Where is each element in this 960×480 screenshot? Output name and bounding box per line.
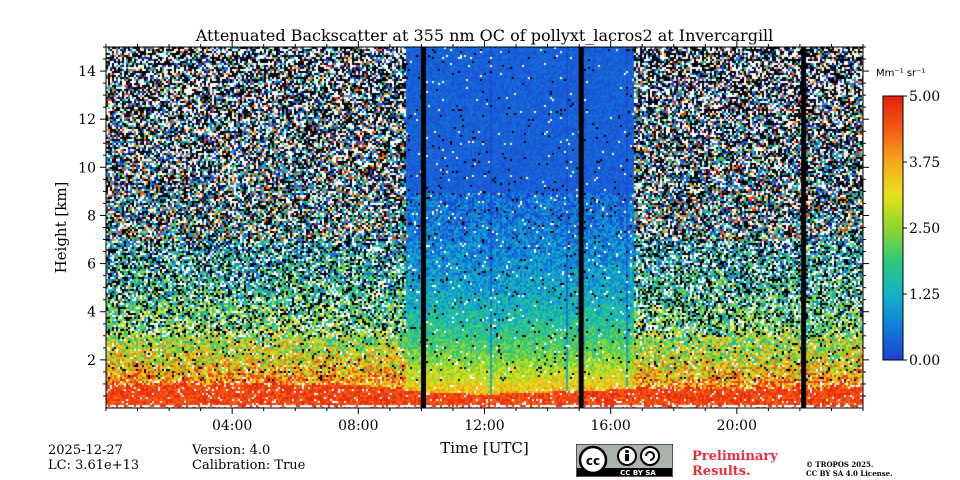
- colorbar-tick-label: 5.00: [909, 89, 940, 105]
- colorbar: 0.00 1.25 2.50 3.75 5.00 Mm⁻¹ sr⁻¹: [876, 68, 940, 369]
- axes: Attenuated Backscatter at 355 nm OC of p…: [52, 26, 869, 457]
- cc-by-sa-icon: cc CC BY SA: [576, 444, 673, 477]
- x-tick-label: 16:00: [590, 418, 630, 434]
- x-tick-label: 12:00: [464, 418, 504, 434]
- x-tick-label: 04:00: [212, 418, 252, 434]
- y-tick-label: 4: [87, 305, 96, 321]
- colorbar-tick-label: 2.50: [909, 221, 940, 237]
- colorbar-tick-label: 3.75: [909, 155, 940, 171]
- colorbar-bar: [882, 95, 904, 361]
- license-badge-text: CC BY SA: [620, 469, 656, 477]
- colorbar-tick-label: 1.25: [909, 287, 940, 303]
- y-tick-label: 12: [78, 112, 96, 128]
- heatmap-image: [106, 47, 863, 408]
- copyright-line2: CC BY SA 4.0 License.: [806, 469, 893, 478]
- svg-text:cc: cc: [586, 454, 600, 468]
- preliminary-line2: Results.: [692, 464, 751, 479]
- calibration-label: Calibration: True: [192, 458, 306, 473]
- preliminary-notice: Preliminary Results.: [692, 449, 778, 479]
- x-axis-label: Time [UTC]: [440, 439, 529, 457]
- y-axis-label: Height [km]: [52, 182, 70, 274]
- x-tick-label: 20:00: [717, 418, 757, 434]
- plot-area: [106, 47, 863, 408]
- y-tick-label: 2: [87, 353, 96, 369]
- y-tick-label: 8: [87, 208, 96, 224]
- y-tick-label: 6: [87, 257, 96, 273]
- colorbar-unit-label: Mm⁻¹ sr⁻¹: [876, 68, 925, 79]
- date-label: 2025-12-27: [48, 443, 123, 458]
- y-tick-label: 10: [78, 160, 96, 176]
- version-label: Version: 4.0: [192, 443, 271, 458]
- copyright-notice: © TROPOS 2025. CC BY SA 4.0 License.: [806, 460, 893, 478]
- lidar-constant-label: LC: 3.61e+13: [48, 458, 140, 473]
- y-tick-label: 14: [78, 64, 96, 80]
- chart-title: Attenuated Backscatter at 355 nm OC of p…: [195, 26, 774, 45]
- colorbar-tick-label: 0.00: [909, 353, 940, 369]
- preliminary-line1: Preliminary: [692, 449, 778, 464]
- copyright-line1: © TROPOS 2025.: [806, 460, 874, 469]
- x-tick-label: 08:00: [338, 418, 378, 434]
